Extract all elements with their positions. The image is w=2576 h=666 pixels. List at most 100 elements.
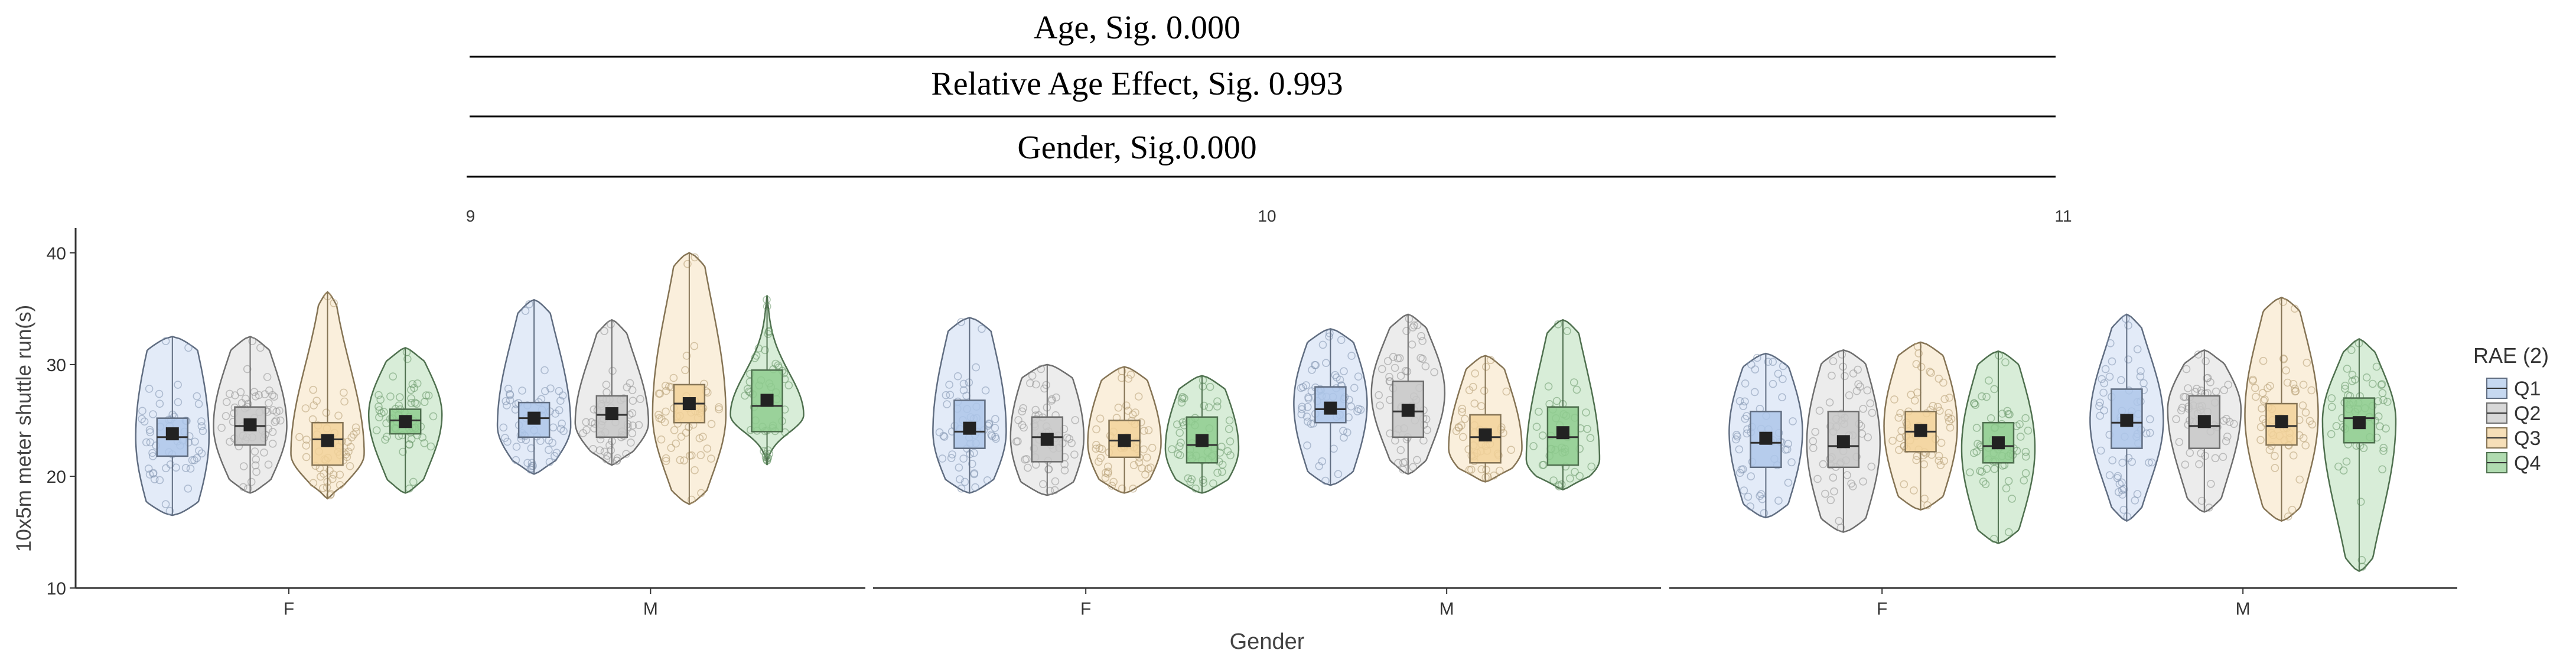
- data-point: [2128, 457, 2136, 466]
- data-point: [959, 454, 968, 463]
- data-point: [634, 421, 643, 430]
- data-point: [697, 489, 705, 498]
- data-point: [1175, 442, 1184, 451]
- legend-item-Q2: Q2: [2486, 402, 2541, 425]
- mean-marker: [527, 411, 541, 425]
- mean-marker: [1195, 434, 1209, 447]
- data-point: [1995, 351, 2003, 360]
- data-point: [683, 259, 692, 268]
- data-point: [657, 435, 666, 444]
- data-point: [260, 448, 268, 457]
- data-point: [2146, 428, 2154, 437]
- data-point: [1129, 461, 1138, 469]
- age-significance-title: Age, Sig. 0.000: [1034, 9, 1240, 46]
- data-point: [2282, 366, 2290, 375]
- data-point: [506, 391, 514, 399]
- x-tick-label-M: M: [1440, 599, 1454, 619]
- data-point: [1378, 365, 1386, 373]
- data-point: [1128, 410, 1137, 419]
- data-point: [595, 446, 604, 454]
- data-point: [691, 466, 699, 475]
- data-point: [1826, 496, 1835, 505]
- data-point: [376, 395, 385, 404]
- data-point: [2108, 456, 2116, 464]
- data-point: [309, 479, 318, 488]
- data-point: [1144, 426, 1153, 434]
- y-axis-label: 10x5m meter shuttle run(s): [12, 305, 35, 552]
- data-point: [1395, 354, 1404, 362]
- data-point: [579, 429, 587, 437]
- data-point: [991, 424, 999, 432]
- data-point: [1746, 502, 1754, 511]
- violin-group-9-M-Q2: [574, 319, 650, 466]
- data-point: [1070, 450, 1079, 459]
- data-point: [2261, 395, 2269, 404]
- data-point: [2341, 381, 2349, 390]
- y-axis-title: 10x5m meter shuttle run(s): [12, 305, 35, 552]
- data-point: [1103, 469, 1112, 478]
- data-point: [947, 454, 956, 462]
- data-point: [1927, 369, 1935, 377]
- data-point: [1764, 358, 1773, 366]
- y-tick-label: 10: [47, 579, 66, 599]
- data-point: [1866, 399, 1874, 408]
- data-point: [1867, 462, 1875, 471]
- significance-header: Age, Sig. 0.000 Relative Age Effect, Sig…: [467, 9, 2056, 178]
- data-point: [1845, 391, 1854, 399]
- data-point: [1896, 434, 1904, 443]
- data-point: [231, 391, 239, 399]
- violin-group-10-M-Q4: [1525, 319, 1601, 490]
- data-point: [399, 447, 407, 456]
- data-point: [247, 477, 256, 486]
- data-point: [2100, 406, 2108, 415]
- mean-marker: [1401, 404, 1415, 417]
- data-point: [1940, 395, 1949, 404]
- data-point: [418, 433, 427, 442]
- data-point: [1401, 366, 1410, 375]
- data-point: [978, 324, 986, 333]
- mean-marker: [1324, 401, 1337, 415]
- mean-marker: [399, 415, 412, 428]
- data-point: [2378, 380, 2386, 388]
- data-point: [2291, 304, 2299, 313]
- data-point: [1096, 414, 1105, 423]
- data-point: [239, 462, 248, 470]
- data-point: [193, 392, 201, 401]
- data-point: [1945, 394, 1953, 402]
- data-point: [2249, 375, 2257, 384]
- data-point: [2341, 384, 2349, 393]
- data-point: [150, 475, 159, 483]
- data-point: [2339, 466, 2348, 475]
- data-point: [1044, 464, 1053, 473]
- data-point: [2291, 384, 2299, 393]
- data-point: [953, 372, 962, 381]
- data-point: [1042, 381, 1050, 389]
- mean-marker: [682, 397, 696, 411]
- violin-group-10-F-Q3: [1087, 366, 1162, 494]
- violin-group-10-M-Q2: [1370, 313, 1446, 475]
- data-point: [628, 421, 637, 430]
- violin-group-9-F-Q4: [367, 347, 443, 494]
- data-point: [1811, 427, 1819, 436]
- facet-label: 10: [1258, 207, 1276, 225]
- data-point: [144, 464, 153, 473]
- data-point: [295, 433, 304, 441]
- data-point: [1535, 407, 1543, 416]
- data-point: [142, 438, 151, 447]
- mean-marker: [1040, 433, 1054, 446]
- data-point: [499, 423, 508, 432]
- data-point: [1978, 392, 1986, 401]
- data-point: [383, 433, 391, 441]
- data-point: [1859, 477, 1867, 486]
- violin-group-11-F-Q1: [1728, 352, 1803, 519]
- data-point: [1331, 371, 1340, 379]
- data-point: [1586, 434, 1595, 443]
- data-point: [1018, 407, 1027, 416]
- data-point: [1418, 337, 1427, 345]
- data-point: [942, 391, 950, 399]
- data-point: [325, 466, 334, 475]
- data-point: [2136, 372, 2145, 381]
- data-point: [1223, 447, 1232, 456]
- data-point: [672, 439, 680, 448]
- data-point: [1910, 486, 1918, 495]
